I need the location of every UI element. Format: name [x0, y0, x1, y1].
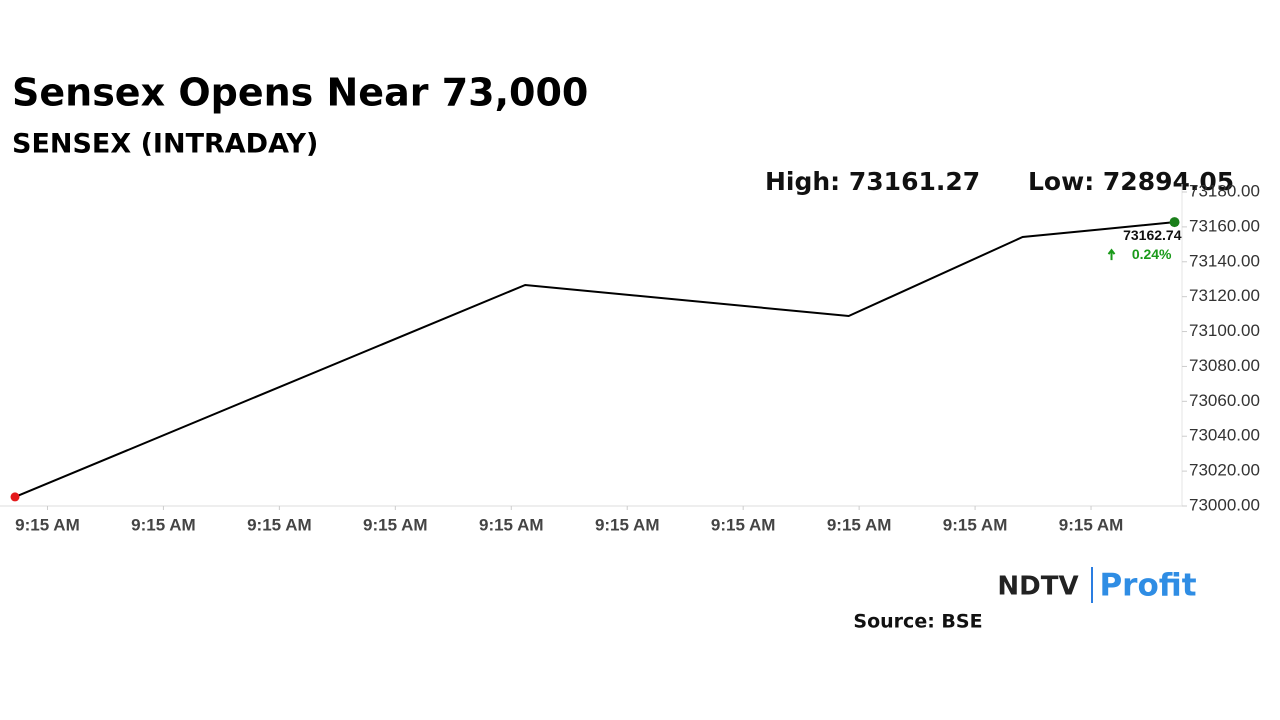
y-tick-label: 73180.00: [1189, 181, 1260, 200]
y-tick-label: 73080.00: [1189, 356, 1260, 375]
x-tick-label: 9:15 AM: [595, 515, 660, 534]
y-tick-label: 73120.00: [1189, 286, 1260, 305]
y-tick-label: 73160.00: [1189, 216, 1260, 235]
y-tick-label: 73060.00: [1189, 391, 1260, 410]
y-tick-label: 73000.00: [1189, 495, 1260, 514]
y-tick-label: 73100.00: [1189, 321, 1260, 340]
logo-profit: Profit: [1099, 568, 1196, 604]
high-label: High: 73161.27: [765, 167, 980, 196]
x-tick-label: 9:15 AM: [711, 515, 776, 534]
y-tick-label: 73140.00: [1189, 251, 1260, 270]
y-tick-label: 73040.00: [1189, 426, 1260, 445]
y-tick-label: 73020.00: [1189, 461, 1260, 480]
low-label: Low: 72894.05: [1028, 167, 1234, 196]
x-tick-label: 9:15 AM: [15, 515, 80, 534]
x-tick-label: 9:15 AM: [827, 515, 892, 534]
chart-title: Sensex Opens Near 73,000: [12, 71, 588, 115]
x-tick-label: 9:15 AM: [363, 515, 428, 534]
last-value-label: 73162.74: [1123, 227, 1182, 243]
x-tick-label: 9:15 AM: [1059, 515, 1124, 534]
logo-ndtv: NDTV: [997, 572, 1078, 602]
end-point: [1169, 217, 1180, 228]
up-arrow: [1107, 248, 1116, 261]
chart-subtitle: SENSEX (INTRADAY): [12, 129, 318, 160]
x-tick-label: 9:15 AM: [943, 515, 1008, 534]
x-tick-label: 9:15 AM: [479, 515, 544, 534]
x-tick-label: 9:15 AM: [247, 515, 312, 534]
start-point: [10, 492, 20, 502]
x-tick-label: 9:15 AM: [131, 515, 196, 534]
series-line: [14, 221, 1175, 498]
change-label: 0.24%: [1132, 246, 1172, 262]
source: Source: BSE: [853, 611, 982, 633]
